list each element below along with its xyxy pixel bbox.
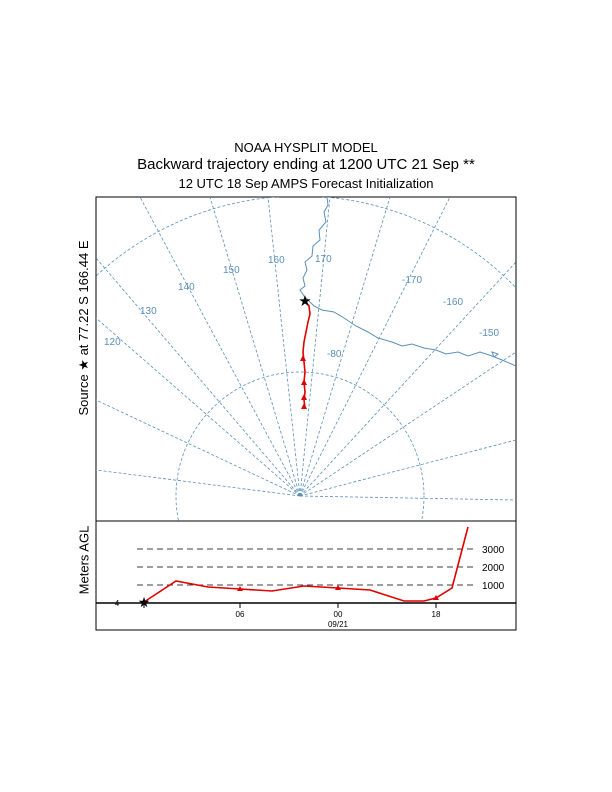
- map-labels: 120 130 140 150 160 170 -170 -160 -150 -…: [104, 254, 499, 360]
- time-ticks: [143, 603, 437, 608]
- height-profile: [143, 526, 469, 603]
- trajectory-marker: [301, 394, 307, 400]
- time-labels: 4 06 00 09/21 18: [115, 599, 441, 629]
- lon-label-m150: -150: [479, 328, 499, 339]
- height-marker: [335, 585, 341, 590]
- date-label: 09/21: [328, 620, 349, 629]
- meridian-130: [96, 257, 301, 497]
- height-level-labels: 1000 2000 3000: [482, 545, 505, 592]
- height-panel-frame: [95, 520, 517, 631]
- trajectory-markers: [300, 355, 307, 409]
- lon-label-m160: -160: [443, 297, 463, 308]
- height-marker: [237, 586, 243, 591]
- source-star-icon: ★: [298, 292, 311, 310]
- trajectory-marker: [300, 355, 306, 361]
- lon-label-130: 130: [140, 306, 157, 317]
- meridian-140: [139, 197, 301, 497]
- meridian-m170: [299, 197, 451, 497]
- time-label-00: 00: [334, 610, 343, 619]
- meridian-170: [299, 197, 331, 497]
- initialization-subtitle: 12 UTC 18 Sep AMPS Forecast Initializati…: [178, 176, 434, 191]
- height-source-star-icon: ★: [138, 595, 151, 611]
- start-tick-label: 4: [115, 599, 120, 608]
- meridians: [96, 197, 516, 501]
- coastline: [299, 197, 516, 367]
- lon-label-140: 140: [178, 282, 195, 293]
- meridian-m130: [299, 495, 516, 501]
- meridian-100: [96, 469, 301, 497]
- coast-island: [491, 351, 500, 358]
- map-frame: [95, 196, 517, 522]
- lon-label-m170: -170: [402, 275, 422, 286]
- latitude-circles: [96, 197, 516, 521]
- lat-label-80: -80: [327, 349, 342, 360]
- meridian-150: [209, 197, 301, 497]
- level-label-1000: 1000: [482, 581, 505, 592]
- time-label-18: 18: [432, 610, 441, 619]
- meridian-m140: [299, 439, 516, 497]
- level-label-3000: 3000: [482, 545, 505, 556]
- lon-label-160: 160: [268, 255, 285, 266]
- lon-label-170: 170: [315, 254, 332, 265]
- height-marker: [433, 595, 439, 600]
- meridian-180: [299, 197, 391, 497]
- trajectory-marker: [301, 403, 307, 409]
- lon-label-120: 120: [104, 337, 121, 348]
- meridian-160: [267, 197, 301, 497]
- height-level-lines: [137, 548, 476, 586]
- map-content: ★: [96, 197, 516, 521]
- time-label-06: 06: [236, 610, 245, 619]
- meridian-120: [96, 317, 301, 497]
- lon-label-150: 150: [223, 265, 240, 276]
- height-markers: [237, 585, 439, 600]
- level-label-2000: 2000: [482, 563, 505, 574]
- meridian-m160: [299, 261, 516, 497]
- meridian-110: [96, 399, 301, 497]
- trajectory-path: [302, 300, 311, 409]
- model-title: NOAA HYSPLIT MODEL: [234, 140, 378, 155]
- latitude-circle-80: [175, 371, 425, 521]
- trajectory-marker: [301, 379, 307, 385]
- meridian-m150: [299, 351, 516, 497]
- trajectory-title: Backward trajectory ending at 1200 UTC 2…: [137, 156, 475, 173]
